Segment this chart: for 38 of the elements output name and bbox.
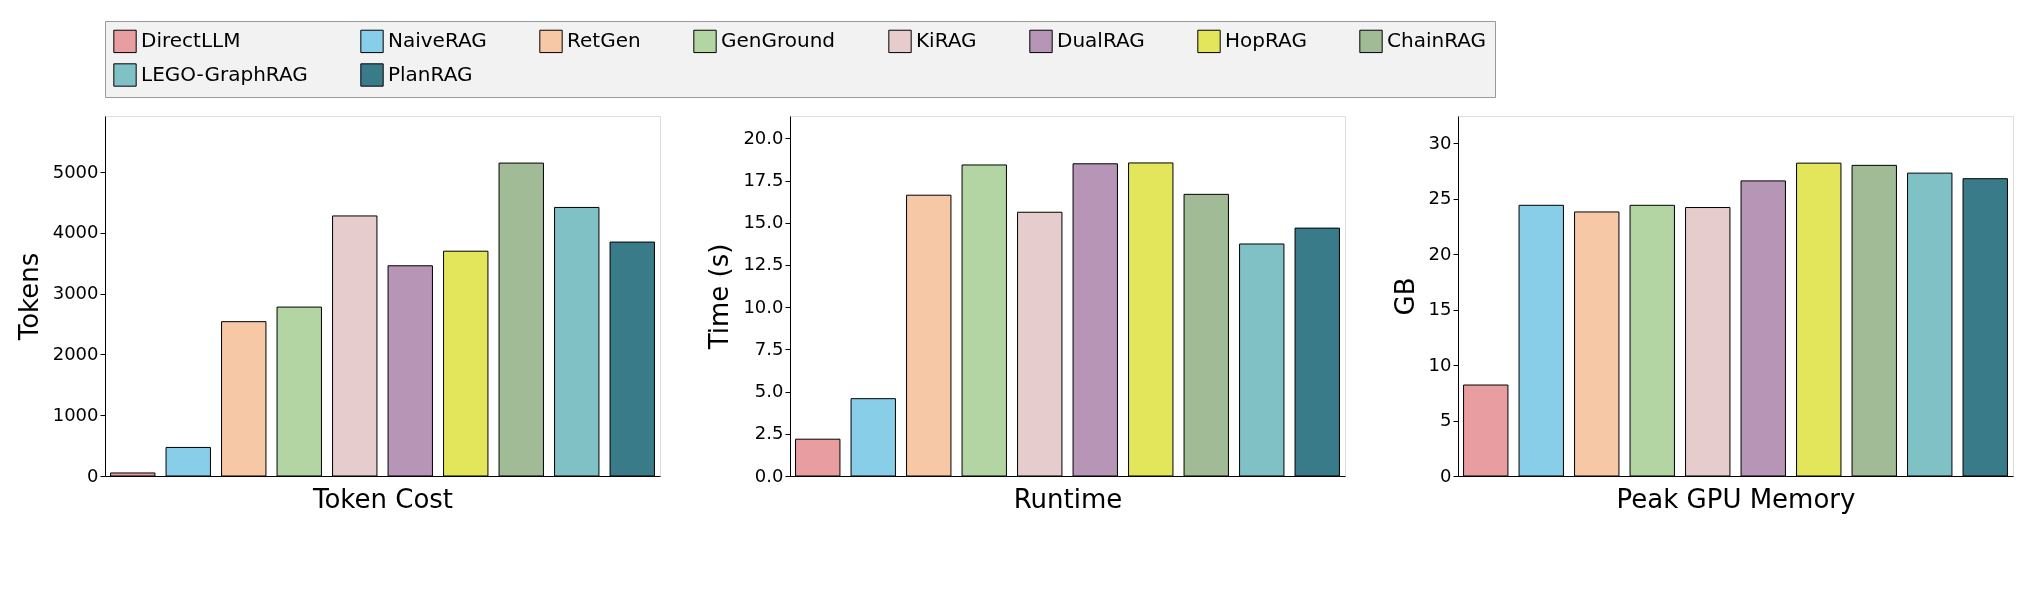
y-tick-label: 5.0	[754, 380, 784, 402]
legend-label: ChainRAG	[1387, 28, 1487, 53]
x-axis-title: Peak GPU Memory	[1616, 483, 1856, 514]
x-axis-title: Runtime	[1013, 483, 1123, 514]
legend-label: PlanRAG	[388, 62, 473, 86]
y-tick-label: 17.5	[743, 169, 784, 190]
y-tick-label: 15	[1428, 298, 1452, 320]
y-tick-label: 0	[1440, 464, 1452, 486]
y-tick-label: 3000	[52, 282, 99, 304]
legend-label: KiRAG	[916, 28, 977, 53]
y-tick-label: 0	[87, 464, 99, 486]
y-tick-label: 10.0	[743, 295, 784, 317]
y-axis-title: Tokens	[13, 252, 44, 342]
y-tick-label: 25	[1428, 187, 1452, 209]
y-tick-label: 7.5	[754, 337, 784, 359]
y-axis-title: Time (s)	[704, 243, 735, 351]
legend-label: GenGround	[721, 28, 836, 53]
y-tick-label: 10	[1428, 353, 1452, 375]
y-axis-title: GB	[1389, 277, 1420, 316]
y-tick-label: 4000	[52, 221, 99, 243]
y-tick-label: 5000	[52, 160, 99, 182]
legend-label: NaiveRAG	[388, 28, 487, 53]
y-tick-label: 2000	[52, 342, 99, 364]
y-tick-label: 15.0	[743, 211, 784, 233]
x-axis-title: Token Cost	[311, 483, 454, 514]
y-tick-label: 30	[1428, 131, 1452, 153]
legend-label: DirectLLM	[141, 28, 241, 53]
y-tick-label: 1000	[52, 403, 99, 425]
y-tick-label: 0.0	[754, 464, 784, 486]
y-tick-label: 20.0	[743, 126, 784, 148]
y-tick-label: 2.5	[754, 422, 784, 444]
legend-label: RetGen	[567, 28, 641, 53]
legend-label: LEGO-GraphRAG	[141, 62, 308, 86]
legend-label: HopRAG	[1225, 28, 1307, 53]
y-tick-label: 20	[1428, 242, 1452, 264]
legend-label: DualRAG	[1057, 28, 1145, 53]
y-tick-label: 12.5	[743, 253, 784, 275]
y-tick-label: 5	[1440, 409, 1452, 431]
